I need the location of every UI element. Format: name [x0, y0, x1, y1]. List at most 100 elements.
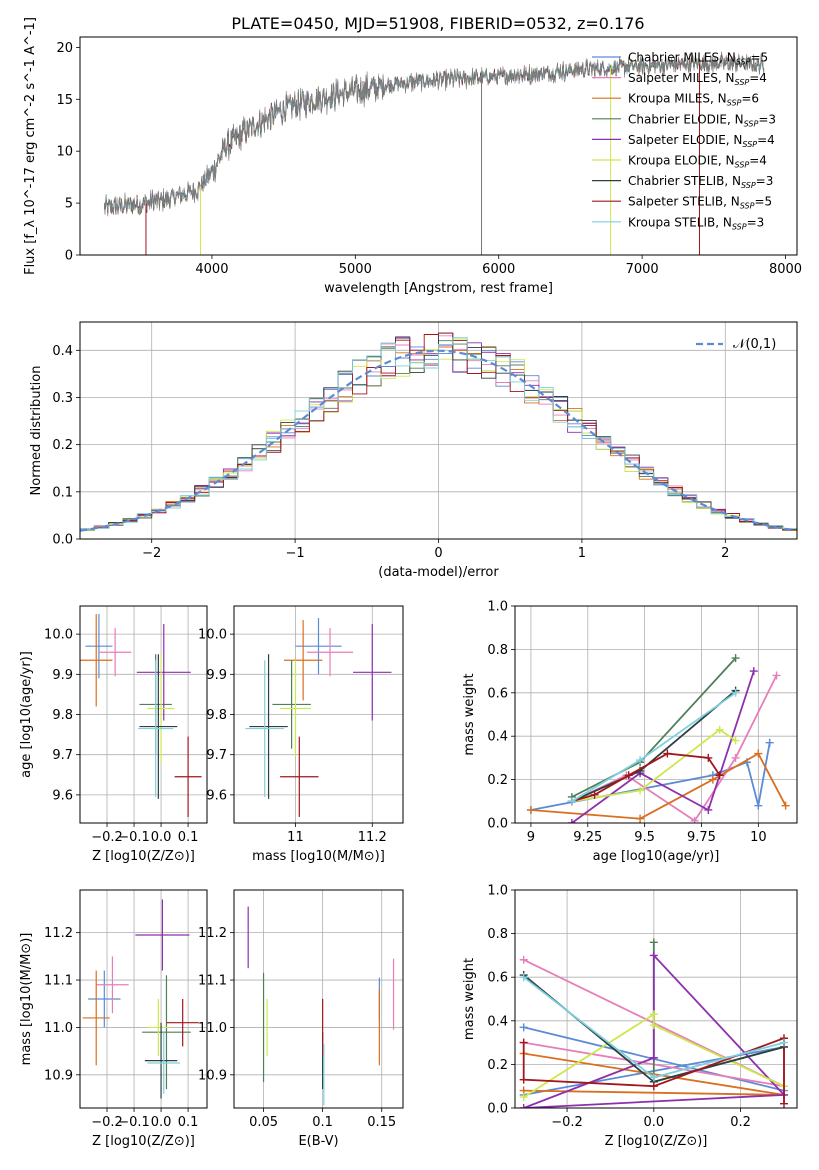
y-tick-label: 0.6: [487, 971, 508, 986]
x-tick-label: −2: [142, 546, 161, 561]
y-tick-label: 0.1: [52, 485, 73, 500]
y-tick-label: 9.6: [206, 788, 227, 803]
y-tick-label: 1.0: [487, 884, 508, 899]
series-marker-salpeter_elodie: [519, 1104, 528, 1108]
series-marker-salpeter_stelib: [590, 790, 599, 799]
y-tick-label: 0.4: [52, 344, 73, 359]
series-marker-chabrier_miles: [754, 801, 763, 810]
series-marker-salpeter_stelib: [704, 753, 713, 762]
series-marker-salpeter_miles: [772, 671, 781, 680]
y-tick-label: 1.0: [487, 600, 508, 615]
y-tick-label: 0.8: [487, 927, 508, 942]
y-axis-label: mass weight: [462, 673, 477, 755]
x-tick-label: −0.2: [551, 1115, 583, 1130]
series-marker-salpeter_elodie: [649, 951, 658, 960]
x-tick-label: −0.1: [118, 830, 150, 845]
spectrum-axes: 4000 5000 6000 7000 8000 0 5 10 15 20 wavelength […: [23, 17, 802, 296]
mass_vs_ebv-axes: 0.05 0.1 0.15 10.9 11.0 11.1 11.2 E(B-V): [198, 890, 403, 1149]
y-tick-label: 0.0: [487, 817, 508, 832]
series-marker-kroupa_stelib: [519, 973, 528, 982]
figure-title: PLATE=0450, MJD=51908, FIBERID=0532, z=0…: [231, 14, 644, 33]
y-tick-label: 10: [56, 145, 73, 160]
series-marker-salpeter_stelib: [519, 1038, 528, 1047]
series-marker-kroupa_miles: [708, 775, 717, 784]
legend-label-salpeter_elodie: Salpeter ELODIE, NSSP=4: [628, 133, 775, 149]
legend-label-kroupa_stelib: Kroupa STELIB, NSSP=3: [628, 215, 764, 231]
x-tick-label: 1: [578, 546, 586, 561]
series-marker-salpeter_stelib: [779, 1099, 788, 1108]
spectrum-observed: [104, 51, 765, 217]
legend-label-kroupa_miles: Kroupa MILES, NSSP=6: [628, 92, 759, 108]
x-tick-label: 4000: [195, 262, 228, 277]
x-axis-label: Z [log10(Z/Z⊙)]: [92, 1134, 195, 1149]
legend-label-salpeter_stelib: Salpeter STELIB, NSSP=5: [628, 195, 772, 211]
y-tick-label: 11.2: [44, 926, 73, 941]
y-tick-label: 9.8: [206, 708, 227, 723]
series-marker-kroupa_miles: [636, 814, 645, 823]
y-tick-label: 0.0: [487, 1102, 508, 1117]
series-marker-salpeter_stelib: [519, 1075, 528, 1084]
axes-frame: [514, 605, 798, 824]
mass_vs_Z-errorbars: [82, 899, 199, 1099]
y-tick-label: 10.0: [44, 628, 73, 643]
x-axis-label: Z [log10(Z/Z⊙)]: [92, 849, 195, 864]
age_vs_mass-errorbars: [245, 618, 392, 817]
series-marker-salpeter_elodie: [704, 805, 713, 814]
series-marker-salpeter_miles: [690, 816, 699, 823]
series-marker-kroupa_miles: [526, 805, 535, 814]
x-tick-label: 9.75: [687, 830, 716, 845]
residual-legend: 𝒩(0,1): [696, 337, 776, 352]
x-axis-label: wavelength [Angstrom, rest frame]: [324, 281, 553, 296]
y-tick-label: 9.6: [52, 788, 73, 803]
series-marker-kroupa_stelib: [649, 1073, 658, 1082]
series-marker-kroupa_stelib: [731, 688, 740, 697]
y-tick-label: 0.2: [487, 1058, 508, 1073]
series-marker-salpeter_miles: [731, 753, 740, 762]
y-axis-label: age [log10(age/yr)]: [19, 651, 34, 778]
x-tick-label: −1: [286, 546, 305, 561]
series-marker-salpeter_stelib: [624, 771, 633, 780]
series-marker-salpeter_elodie: [749, 667, 758, 676]
x-tick-label: 11.2: [358, 830, 387, 845]
legend-label-salpeter_miles: Salpeter MILES, NSSP=4: [628, 71, 767, 87]
series-marker-salpeter_elodie: [649, 1053, 658, 1062]
series-marker-salpeter_stelib: [663, 749, 672, 758]
series-line-salpeter_stelib: [571, 752, 721, 803]
series-marker-kroupa_stelib: [779, 1038, 788, 1047]
x-axis-label: (data-model)/error: [378, 565, 499, 580]
y-tick-label: 9.9: [206, 668, 227, 683]
x-tick-label: 6000: [482, 262, 515, 277]
y-tick-label: 11.0: [198, 1021, 227, 1036]
y-axis-label: Normed distribution: [29, 366, 44, 496]
x-tick-label: 9.25: [573, 830, 602, 845]
x-tick-label: −0.2: [91, 830, 123, 845]
y-tick-label: 0.0: [52, 533, 73, 548]
x-tick-label: 0.0: [151, 830, 172, 845]
y-tick-label: 0.6: [487, 686, 508, 701]
mass_vs_ebv-errorbars: [247, 906, 395, 1106]
series-marker-salpeter_stelib: [715, 771, 724, 780]
legend-label-chabrier_miles: Chabrier MILES, NSSP=5: [628, 51, 768, 67]
series-marker-kroupa_stelib: [567, 797, 576, 806]
legend-label-kroupa_elodie: Kroupa ELODIE, NSSP=4: [628, 154, 767, 170]
y-tick-label: 0.4: [487, 730, 508, 745]
x-tick-label: 5000: [339, 262, 372, 277]
x-tick-label: 9: [527, 830, 535, 845]
x-tick-label: 0.05: [249, 1115, 278, 1130]
x-tick-label: 7000: [626, 262, 659, 277]
x-tick-label: 0.1: [178, 830, 199, 845]
legend-label-chabrier_stelib: Chabrier STELIB, NSSP=3: [628, 174, 773, 190]
series-marker-chabrier_elodie: [649, 938, 658, 947]
series-marker-kroupa_stelib: [636, 756, 645, 765]
axes-frame: [514, 889, 798, 1109]
legend-label-normal: 𝒩(0,1): [733, 337, 776, 352]
age_vs_Z-errorbars: [80, 614, 202, 817]
mass_vs_Z-axes: −0.2−0.1 0.0 0.1 10.9 11.0 11.1 11.2 Z [log10(Z…: [19, 890, 207, 1149]
y-tick-label: 0.2: [487, 773, 508, 788]
spectrum-legend: Chabrier MILES, NSSP=5 Salpeter MILES, NS…: [592, 51, 776, 231]
y-axis-label: mass [log10(M/M⊙)]: [19, 933, 34, 1066]
y-tick-label: 0.3: [52, 391, 73, 406]
series-marker-kroupa_elodie: [649, 1010, 658, 1019]
y-tick-label: 11.1: [44, 974, 73, 989]
series-marker-salpeter_elodie: [567, 819, 576, 823]
